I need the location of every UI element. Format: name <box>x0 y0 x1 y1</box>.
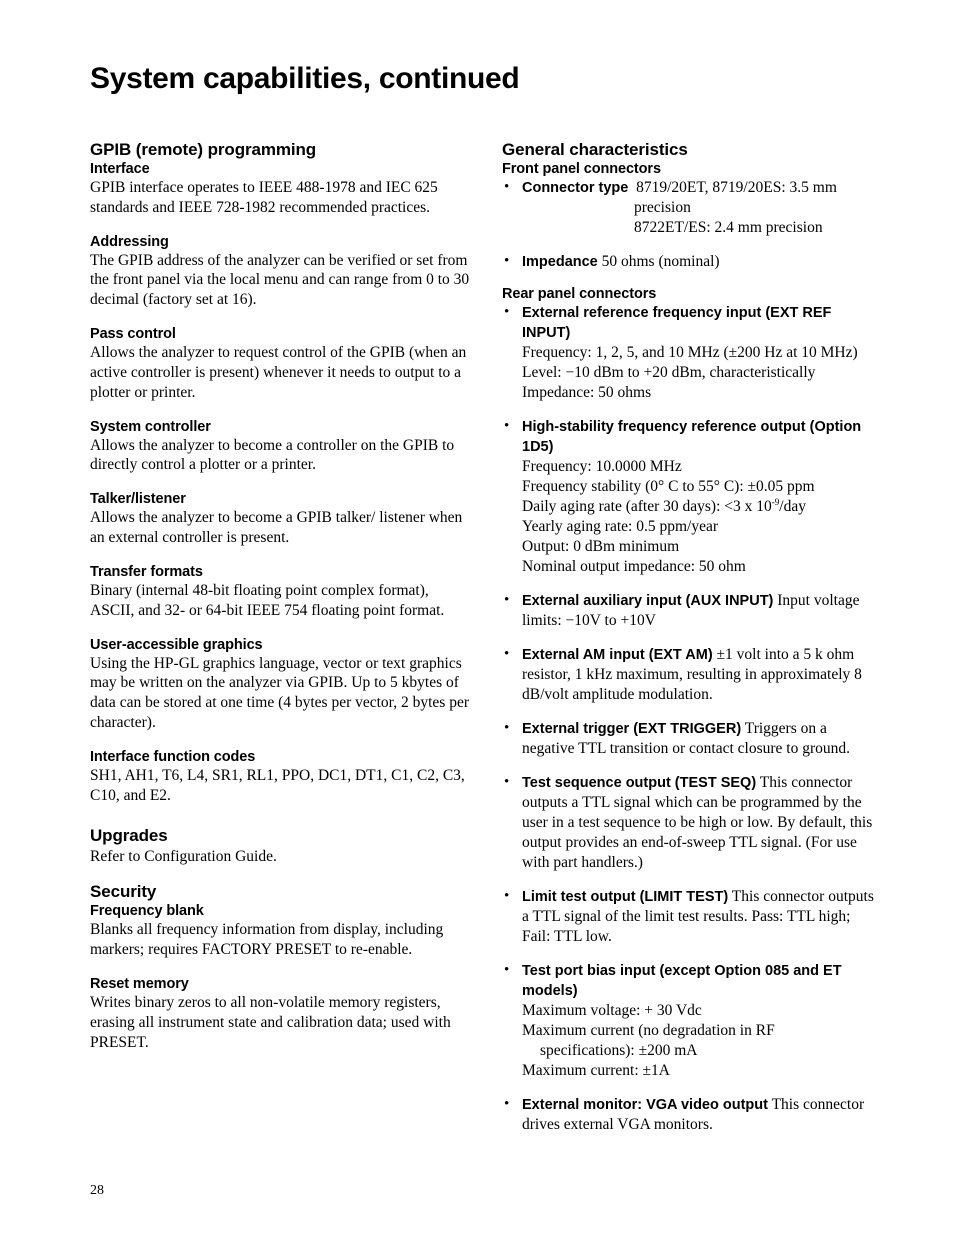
addressing-h: Addressing <box>90 234 470 250</box>
trig-label: External trigger (EXT TRIGGER) <box>522 721 741 737</box>
sys-h: System controller <box>90 419 470 435</box>
addressing-t: The GPIB address of the analyzer can be … <box>90 251 470 310</box>
reset-h: Reset memory <box>90 976 470 992</box>
front-list: Connector type 8719/20ET, 8719/20ES: 3.5… <box>502 178 882 272</box>
mon-label: External monitor: VGA video output <box>522 1097 768 1113</box>
gpib-heading: GPIB (remote) programming <box>90 140 470 160</box>
hi-l3a: Daily aging rate (after 30 days): <3 x 1… <box>522 498 772 515</box>
pass-t: Allows the analyzer to request control o… <box>90 343 470 402</box>
aux-label: External auxiliary input (AUX INPUT) <box>522 593 773 609</box>
bias-l3: specifications): ±200 mA <box>522 1042 697 1059</box>
freq-h: Frequency blank <box>90 903 470 919</box>
bias-label: Test port bias input (except Option 085 … <box>522 963 842 999</box>
connector-l3: 8722ET/ES: 2.4 mm precision <box>522 219 823 236</box>
codes-h: Interface function codes <box>90 749 470 765</box>
reset-block: Reset memory Writes binary zeros to all … <box>90 976 470 1052</box>
upgrades-t: Refer to Configuration Guide. <box>90 847 470 867</box>
hi-item: High-stability frequency reference outpu… <box>502 417 882 577</box>
transfer-t: Binary (internal 48-bit floating point c… <box>90 581 470 621</box>
security-section: Security Frequency blank Blanks all freq… <box>90 882 470 1052</box>
am-item: External AM input (EXT AM) ±1 volt into … <box>502 645 882 705</box>
hi-l1: Frequency: 10.0000 MHz <box>522 458 682 475</box>
freq-block: Frequency blank Blanks all frequency inf… <box>90 903 470 960</box>
talker-t: Allows the analyzer to become a GPIB tal… <box>90 508 470 548</box>
upgrades-section: Upgrades Refer to Configuration Guide. <box>90 826 470 867</box>
front-h: Front panel connectors <box>502 161 882 177</box>
page: System capabilities, continued GPIB (rem… <box>0 0 954 1235</box>
bias-l1: Maximum voltage: + 30 Vdc <box>522 1002 702 1019</box>
extref-label: External reference frequency input (EXT … <box>522 305 831 341</box>
graphics-t: Using the HP-GL graphics language, vecto… <box>90 654 470 733</box>
impedance-label: Impedance <box>522 254 598 270</box>
rear-h: Rear panel connectors <box>502 286 882 302</box>
transfer-block: Transfer formats Binary (internal 48-bit… <box>90 564 470 621</box>
impedance-item: Impedance 50 ohms (nominal) <box>502 252 882 272</box>
hi-label: High-stability frequency reference outpu… <box>522 419 861 455</box>
seq-label: Test sequence output (TEST SEQ) <box>522 775 756 791</box>
hi-l5: Output: 0 dBm minimum <box>522 538 679 555</box>
impedance-t: 50 ohms (nominal) <box>602 253 720 270</box>
aux-item: External auxiliary input (AUX INPUT) Inp… <box>502 591 882 631</box>
interface-h: Interface <box>90 161 470 177</box>
hi-l6: Nominal output impedance: 50 ohm <box>522 558 746 575</box>
talker-h: Talker/listener <box>90 491 470 507</box>
extref-l1: Frequency: 1, 2, 5, and 10 MHz (±200 Hz … <box>522 344 858 361</box>
hi-l2: Frequency stability (0° C to 55° C): ±0.… <box>522 478 815 495</box>
trig-item: External trigger (EXT TRIGGER) Triggers … <box>502 719 882 759</box>
page-title: System capabilities, continued <box>90 62 882 96</box>
hi-l4: Yearly aging rate: 0.5 ppm/year <box>522 518 718 535</box>
limit-item: Limit test output (LIMIT TEST) This conn… <box>502 887 882 947</box>
security-heading: Security <box>90 882 470 902</box>
graphics-block: User-accessible graphics Using the HP-GL… <box>90 637 470 733</box>
am-label: External AM input (EXT AM) <box>522 647 713 663</box>
general-heading: General characteristics <box>502 140 882 160</box>
extref-l3: Impedance: 50 ohms <box>522 384 651 401</box>
transfer-h: Transfer formats <box>90 564 470 580</box>
columns: GPIB (remote) programming Interface GPIB… <box>90 140 882 1149</box>
pass-block: Pass control Allows the analyzer to requ… <box>90 326 470 402</box>
interface-t: GPIB interface operates to IEEE 488-1978… <box>90 178 470 218</box>
extref-l2: Level: −10 dBm to +20 dBm, characteristi… <box>522 364 815 381</box>
rear-list: External reference frequency input (EXT … <box>502 303 882 1135</box>
sys-block: System controller Allows the analyzer to… <box>90 419 470 476</box>
left-column: GPIB (remote) programming Interface GPIB… <box>90 140 470 1149</box>
right-column: General characteristics Front panel conn… <box>502 140 882 1149</box>
sys-t: Allows the analyzer to become a controll… <box>90 436 470 476</box>
connector-l1: 8719/20ET, 8719/20ES: 3.5 mm <box>636 179 837 196</box>
bias-item: Test port bias input (except Option 085 … <box>502 961 882 1081</box>
connector-item: Connector type 8719/20ET, 8719/20ES: 3.5… <box>502 178 882 238</box>
page-number: 28 <box>90 1183 104 1199</box>
connector-label: Connector type <box>522 180 628 196</box>
hi-l3c: /day <box>779 498 806 515</box>
upgrades-heading: Upgrades <box>90 826 470 846</box>
interface-block: Interface GPIB interface operates to IEE… <box>90 161 470 218</box>
limit-label: Limit test output (LIMIT TEST) <box>522 889 728 905</box>
codes-block: Interface function codes SH1, AH1, T6, L… <box>90 749 470 806</box>
talker-block: Talker/listener Allows the analyzer to b… <box>90 491 470 548</box>
reset-t: Writes binary zeros to all non-volatile … <box>90 993 470 1052</box>
addressing-block: Addressing The GPIB address of the analy… <box>90 234 470 310</box>
bias-l2: Maximum current (no degradation in RF <box>522 1022 775 1039</box>
freq-t: Blanks all frequency information from di… <box>90 920 470 960</box>
bias-l4: Maximum current: ±1A <box>522 1062 670 1079</box>
pass-h: Pass control <box>90 326 470 342</box>
extref-item: External reference frequency input (EXT … <box>502 303 882 403</box>
mon-item: External monitor: VGA video output This … <box>502 1095 882 1135</box>
graphics-h: User-accessible graphics <box>90 637 470 653</box>
connector-l2: precision <box>522 199 691 216</box>
seq-item: Test sequence output (TEST SEQ) This con… <box>502 773 882 873</box>
codes-t: SH1, AH1, T6, L4, SR1, RL1, PPO, DC1, DT… <box>90 766 470 806</box>
